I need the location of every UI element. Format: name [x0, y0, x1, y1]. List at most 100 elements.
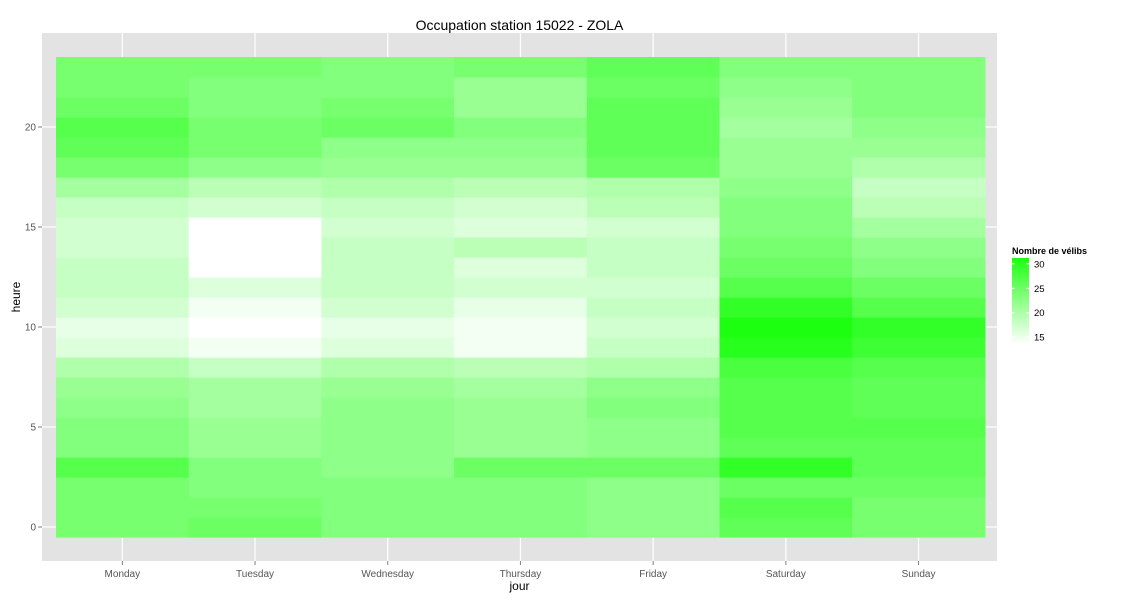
heatmap-cell — [56, 297, 190, 318]
x-tick-label: Thursday — [500, 569, 542, 580]
heatmap-cell — [56, 397, 190, 418]
heatmap-cell — [56, 237, 190, 258]
heatmap-cell — [188, 77, 322, 98]
heatmap-cell — [852, 437, 986, 458]
heatmap-cell — [454, 177, 588, 198]
heatmap-cell — [852, 137, 986, 158]
y-axis: 0 5 10 15 20 — [25, 123, 42, 534]
heatmap-cell — [188, 337, 322, 358]
heatmap-cell — [188, 497, 322, 518]
heatmap-cell — [719, 317, 853, 338]
heatmap-cell — [188, 417, 322, 438]
heatmap-cell — [321, 157, 455, 178]
heatmap-cell — [454, 457, 588, 478]
heatmap-cell — [56, 497, 190, 518]
heatmap-cell — [852, 337, 986, 358]
heatmap-cell — [56, 217, 190, 238]
heatmap-cell — [852, 417, 986, 438]
heatmap-cell — [586, 417, 721, 438]
heatmap-cell — [188, 57, 322, 78]
heatmap-cell — [56, 197, 190, 218]
heatmap-cell — [321, 77, 455, 98]
heatmap-cell — [586, 257, 721, 278]
x-tick-label: Wednesday — [361, 569, 414, 580]
heatmap-cell — [321, 377, 455, 398]
heatmap-cell — [321, 97, 455, 118]
heatmap-cell — [188, 217, 322, 238]
heatmap-cell — [56, 277, 190, 298]
heatmap-cell — [321, 237, 455, 258]
heatmap-cell — [321, 257, 455, 278]
heatmap-cell — [719, 237, 853, 258]
heatmap-cell — [188, 437, 322, 458]
heatmap-cell — [586, 137, 721, 158]
heatmap-cell — [852, 257, 986, 278]
heatmap-cell — [719, 57, 853, 78]
heatmap-cell — [852, 197, 986, 218]
heatmap-cell — [321, 497, 455, 518]
heatmap-cell — [56, 417, 190, 438]
heatmap-cell — [188, 397, 322, 418]
heatmap-cell — [454, 217, 588, 238]
heatmap-cell — [188, 257, 322, 278]
heatmap-cell — [586, 277, 721, 298]
heatmap-cell — [852, 357, 986, 378]
heatmap-cell — [321, 197, 455, 218]
heatmap-cell — [188, 517, 322, 538]
heatmap-cell — [586, 457, 721, 478]
heatmap-cell — [56, 377, 190, 398]
heatmap-cell — [454, 277, 588, 298]
heatmap-cell — [56, 137, 190, 158]
heatmap-cell — [454, 157, 588, 178]
heatmap-cell — [188, 297, 322, 318]
heatmap-cell — [586, 117, 721, 138]
heatmap-cell — [321, 277, 455, 298]
heatmap-cell — [586, 237, 721, 258]
heatmap-cell — [56, 437, 190, 458]
heatmap-cell — [454, 517, 588, 538]
heatmap-cell — [321, 177, 455, 198]
heatmap-cell — [454, 137, 588, 158]
heatmap-cell — [321, 337, 455, 358]
legend-ticks: 15 20 25 30 — [1012, 259, 1045, 344]
legend-tick-label: 25 — [1034, 284, 1045, 295]
heatmap-cell — [454, 377, 588, 398]
heatmap-cell — [188, 177, 322, 198]
heatmap-cell — [321, 457, 455, 478]
x-axis: Monday Tuesday Wednesday Thursday Friday Satu… — [105, 561, 936, 580]
heatmap-cell — [454, 57, 588, 78]
legend-colorbar — [1012, 258, 1029, 344]
heatmap-cell — [719, 97, 853, 118]
heatmap-cell — [852, 477, 986, 498]
heatmap-cell — [454, 117, 588, 138]
heatmap-cell — [454, 477, 588, 498]
legend: Nombre de vélibs 15 20 25 30 — [1012, 246, 1087, 344]
heatmap-cell — [454, 237, 588, 258]
heatmap-cell — [852, 497, 986, 518]
heatmap-cell — [719, 197, 853, 218]
heatmap-cell — [321, 117, 455, 138]
heatmap-cell — [852, 217, 986, 238]
heatmap-cell — [454, 297, 588, 318]
heatmap-cell — [321, 317, 455, 338]
heatmap-cell — [719, 157, 853, 178]
heatmap-cell — [321, 417, 455, 438]
heatmap-cell — [56, 177, 190, 198]
heatmap-cell — [586, 397, 721, 418]
heatmap-cell — [454, 397, 588, 418]
heatmap-cell — [586, 497, 721, 518]
heatmap-cell — [56, 477, 190, 498]
heatmap-cell — [719, 437, 853, 458]
heatmap-cell — [852, 117, 986, 138]
heatmap-cell — [321, 357, 455, 378]
heatmap-cell — [586, 477, 721, 498]
heatmap-cell — [321, 517, 455, 538]
heatmap-cell — [188, 117, 322, 138]
heatmap-tiles — [56, 57, 986, 538]
heatmap-cell — [719, 477, 853, 498]
heatmap-cell — [719, 457, 853, 478]
heatmap-cell — [56, 517, 190, 538]
heatmap-cell — [719, 377, 853, 398]
heatmap-cell — [454, 417, 588, 438]
